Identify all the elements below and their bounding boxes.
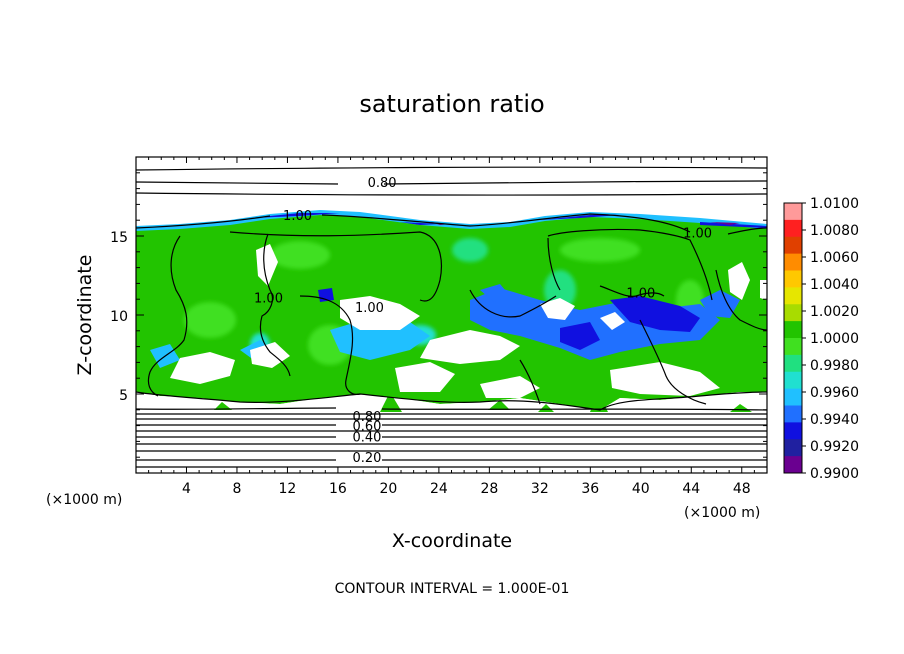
colorbar-swatch — [784, 236, 802, 255]
colorbar-label: 1.0020 — [810, 304, 859, 320]
colorbar — [784, 203, 802, 474]
colorbar-labels: 1.0100 1.0080 1.0060 1.0040 1.0020 1.0000 0.99… — [802, 196, 859, 482]
contour-upper-1 — [136, 166, 767, 171]
contour-label: 0.40 — [352, 430, 381, 445]
x-tick-label: 24 — [430, 481, 448, 497]
contour-label: 1.00 — [283, 209, 312, 224]
x-axis-label: X-coordinate — [392, 530, 512, 552]
x-tick-label: 44 — [682, 481, 700, 497]
contour-label: 0.60 — [352, 419, 381, 434]
contour-labels: 0.801.001.001.001.00 1.000.800.600.400.20 — [254, 176, 712, 466]
y-axis-label: Z-coordinate — [74, 255, 96, 376]
y-tick-label: 5 — [119, 388, 128, 404]
contour-label: 1.00 — [626, 287, 655, 302]
y-tick-label: 15 — [110, 230, 128, 246]
colorbar-label: 0.9960 — [810, 385, 859, 401]
contour-label: 0.80 — [352, 410, 381, 425]
x-tick-label: 12 — [279, 481, 297, 497]
colorbar-label: 0.9980 — [810, 358, 859, 374]
contour-label: 1.00 — [254, 291, 283, 306]
contour-100-inner1 — [259, 233, 291, 377]
x-tick-label: 48 — [733, 481, 751, 497]
contour-100-base — [136, 391, 767, 411]
chart-title: saturation ratio — [359, 90, 544, 118]
contour-label: 1.00 — [355, 301, 384, 316]
colorbar-swatch — [784, 354, 802, 373]
colorbar-swatch — [784, 338, 802, 356]
colorbar-swatch — [784, 321, 802, 339]
colorbar-label: 0.9920 — [810, 439, 859, 455]
contour-label: 1.00 — [683, 227, 712, 242]
contour-100-inner8 — [519, 359, 541, 405]
contour-interval-note: CONTOUR INTERVAL = 1.000E-01 — [335, 581, 570, 597]
colorbar-label: 1.0040 — [810, 277, 859, 293]
x-tick-label: 32 — [531, 481, 549, 497]
colorbar-swatch — [784, 371, 802, 390]
contour-100-inner9 — [639, 319, 707, 405]
x-tick-label: 16 — [329, 481, 347, 497]
colorbar-swatch — [784, 270, 802, 288]
y-axis-ticks: 5 10 15 — [110, 172, 767, 458]
contour-100-inner3 — [229, 231, 442, 302]
colorbar-swatch — [784, 456, 802, 474]
colorbar-swatch — [784, 405, 802, 423]
colorbar-swatch — [784, 439, 802, 457]
contour-100-inner7 — [469, 289, 557, 318]
dry-regions — [170, 244, 767, 398]
colorbar-label: 1.0060 — [810, 250, 859, 266]
x-tick-label: 36 — [581, 481, 599, 497]
x-axis-ticks: 4 8 12 16 20 24 28 32 36 40 44 48 — [148, 157, 755, 497]
x-tick-label: 20 — [379, 481, 397, 497]
colorbar-swatch — [784, 219, 802, 238]
cloud-top-dark — [250, 213, 767, 228]
colorbar-swatch — [784, 203, 802, 221]
y-tick-label: 10 — [110, 309, 128, 325]
x-unit-left: (×1000 m) — [46, 492, 122, 508]
contour-upper-3 — [136, 192, 767, 196]
x-tick-label: 40 — [632, 481, 650, 497]
contour-lines — [136, 166, 767, 468]
contour-label: 0.20 — [352, 451, 381, 466]
contour-low-080 — [136, 407, 767, 411]
x-unit-right: (×1000 m) — [684, 505, 760, 521]
colorbar-swatch — [784, 388, 802, 406]
x-tick-label: 28 — [480, 481, 498, 497]
colorbar-swatch — [784, 287, 802, 305]
colorbar-label: 1.0000 — [810, 331, 859, 347]
x-tick-label: 4 — [182, 481, 191, 497]
below-cloud — [136, 392, 767, 473]
colorbar-label: 0.9940 — [810, 412, 859, 428]
colorbar-label: 1.0080 — [810, 223, 859, 239]
contour-label: 0.80 — [368, 176, 397, 191]
colorbar-swatch — [784, 422, 802, 440]
colorbar-swatch — [784, 253, 802, 271]
colorbar-swatch — [784, 304, 802, 322]
contour-100-inner4 — [547, 228, 713, 301]
contour-100-inner6 — [599, 285, 665, 297]
contour-100-inner5 — [547, 237, 561, 291]
x-tick-label: 8 — [232, 481, 241, 497]
contour-100-left — [147, 235, 188, 397]
contour-100-right — [715, 269, 767, 331]
colorbar-label: 0.9900 — [810, 466, 859, 482]
colorbar-label: 1.0100 — [810, 196, 859, 212]
subsaturated-patches — [150, 284, 740, 368]
contour-upper-080 — [136, 180, 767, 185]
contour-100-top — [136, 213, 767, 235]
contour-100-inner2 — [299, 295, 361, 395]
saturation-field — [136, 157, 767, 473]
